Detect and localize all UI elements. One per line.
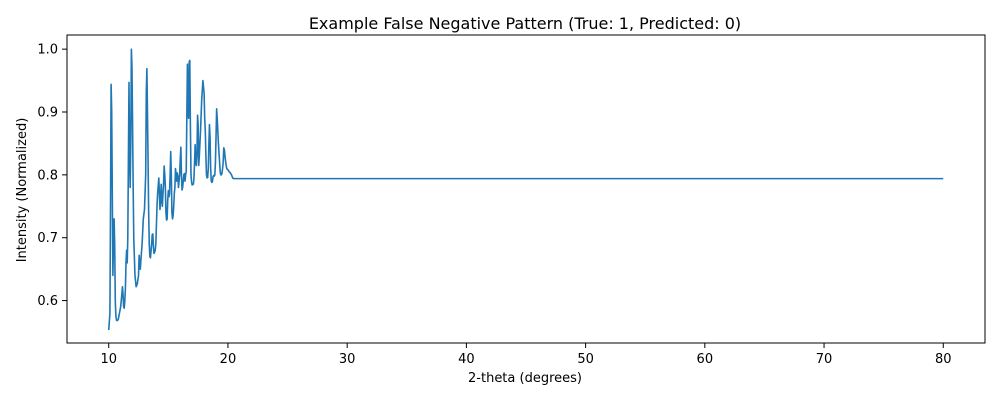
y-axis-label: Intensity (Normalized)	[15, 118, 30, 263]
series-line-0	[107, 48, 944, 331]
y-tick-label: 1.0	[37, 43, 58, 58]
y-axis-ticks: 0.6 0.7 0.8 0.9 1.0	[37, 43, 67, 309]
x-tick-label: 60	[697, 352, 714, 367]
x-tick-label: 40	[458, 352, 475, 367]
x-tick-label: 10	[100, 352, 117, 367]
x-tick-label: 30	[339, 352, 356, 367]
x-tick-label: 50	[577, 352, 594, 367]
x-tick-label: 70	[816, 352, 833, 367]
plot-area	[66, 34, 986, 344]
y-tick-label: 0.7	[37, 231, 58, 246]
x-axis-label: 2-theta (degrees)	[468, 371, 582, 386]
x-axis-ticks: 10 20 30 40 50 60 70 80	[100, 343, 952, 367]
plot-frame	[66, 34, 986, 344]
chart-title: Example False Negative Pattern (True: 1,…	[309, 14, 741, 33]
x-tick-label: 80	[935, 352, 952, 367]
y-tick-label: 0.6	[37, 294, 58, 309]
x-tick-label: 20	[220, 352, 237, 367]
y-tick-label: 0.8	[37, 168, 58, 183]
y-tick-label: 0.9	[37, 106, 58, 121]
